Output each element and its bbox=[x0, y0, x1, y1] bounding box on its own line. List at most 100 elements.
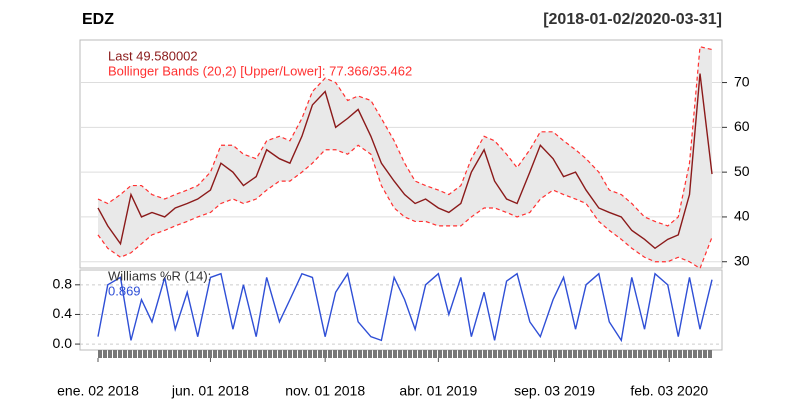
x-axis-bar-tick bbox=[568, 350, 572, 358]
x-axis-bar-tick bbox=[403, 350, 407, 358]
x-axis-bar-tick bbox=[128, 350, 132, 358]
x-axis-bar-tick bbox=[573, 350, 577, 358]
x-axis-bar-tick bbox=[193, 350, 197, 358]
x-axis-bar-tick bbox=[393, 350, 397, 358]
annotation: Last 49.580002 bbox=[108, 48, 198, 63]
x-axis-bar-tick bbox=[668, 350, 672, 358]
annotation: Williams %R (14): bbox=[108, 268, 211, 283]
x-axis-bar-tick bbox=[363, 350, 367, 358]
x-axis-bar-tick bbox=[373, 350, 377, 358]
x-axis-bar-tick bbox=[348, 350, 352, 358]
x-axis-bar-tick bbox=[358, 350, 362, 358]
y-tick-label: 0.0 bbox=[53, 335, 73, 351]
annotation: 0.869 bbox=[108, 283, 141, 298]
x-tick-label: feb. 03 2020 bbox=[630, 383, 708, 399]
x-axis-bar-tick bbox=[653, 350, 657, 358]
x-axis-bar-tick bbox=[253, 350, 257, 358]
x-axis-bar-tick bbox=[488, 350, 492, 358]
x-axis-bar-tick bbox=[308, 350, 312, 358]
x-axis-bar-tick bbox=[198, 350, 202, 358]
x-axis-bar-tick bbox=[473, 350, 477, 358]
price-panel bbox=[79, 39, 723, 269]
x-axis-bar-tick bbox=[493, 350, 497, 358]
series-line bbox=[97, 73, 713, 250]
x-axis-bar-tick bbox=[368, 350, 372, 358]
x-axis-bar-tick bbox=[383, 350, 387, 358]
x-axis-bar-tick bbox=[453, 350, 457, 358]
x-axis-bar-tick bbox=[418, 350, 422, 358]
x-axis-bar-tick bbox=[328, 350, 332, 358]
y-tick-label: 0.8 bbox=[53, 276, 73, 292]
x-tick-label: nov. 01 2018 bbox=[285, 383, 365, 399]
x-axis-bar-tick bbox=[438, 350, 442, 358]
x-axis-bar-tick bbox=[218, 350, 222, 358]
x-axis-bar-tick bbox=[613, 350, 617, 358]
x-axis-bar-tick bbox=[188, 350, 192, 358]
x-axis-bar-tick bbox=[98, 350, 102, 358]
x-axis-bar-tick bbox=[688, 350, 692, 358]
x-axis-bar-tick bbox=[658, 350, 662, 358]
x-axis-bar-tick bbox=[558, 350, 562, 358]
x-axis-bar-tick bbox=[678, 350, 682, 358]
x-axis-bar-tick bbox=[203, 350, 207, 358]
x-axis-bar-tick bbox=[513, 350, 517, 358]
x-axis-bar-tick bbox=[243, 350, 247, 358]
x-axis-bar-tick bbox=[683, 350, 687, 358]
x-axis-bar-tick bbox=[588, 350, 592, 358]
x-axis-bar-tick bbox=[293, 350, 297, 358]
x-axis-bar-tick bbox=[648, 350, 652, 358]
x-axis-bar-tick bbox=[498, 350, 502, 358]
x-axis-bar-tick bbox=[158, 350, 162, 358]
x-axis-bar-tick bbox=[168, 350, 172, 358]
x-axis-bar-tick bbox=[598, 350, 602, 358]
x-axis-bar-tick bbox=[153, 350, 157, 358]
x-axis-bar-tick bbox=[608, 350, 612, 358]
y-tick-label: 0.4 bbox=[53, 305, 73, 321]
x-axis-bar-tick bbox=[593, 350, 597, 358]
x-axis-bar-tick bbox=[428, 350, 432, 358]
x-axis-bar-tick bbox=[378, 350, 382, 358]
x-axis-bar-tick bbox=[343, 350, 347, 358]
x-axis-bar-tick bbox=[233, 350, 237, 358]
x-axis-bar-tick bbox=[123, 350, 127, 358]
x-axis-bar-tick bbox=[448, 350, 452, 358]
x-axis-bar-tick bbox=[538, 350, 542, 358]
x-axis-bar-tick bbox=[323, 350, 327, 358]
band-line bbox=[97, 45, 713, 227]
x-axis-bar-tick bbox=[228, 350, 232, 358]
x-axis-bar-tick bbox=[163, 350, 167, 358]
x-axis-bar-tick bbox=[338, 350, 342, 358]
x-axis-bar-tick bbox=[463, 350, 467, 358]
x-axis-bar-tick bbox=[533, 350, 537, 358]
chart-title: EDZ bbox=[82, 11, 114, 28]
series-line bbox=[97, 271, 713, 343]
x-axis-bar-tick bbox=[543, 350, 547, 358]
x-tick-label: ene. 02 2018 bbox=[57, 383, 139, 399]
x-axis-bar-tick bbox=[113, 350, 117, 358]
y-tick-label: 60 bbox=[734, 118, 750, 134]
x-axis-bar-tick bbox=[213, 350, 217, 358]
x-axis-bar-tick bbox=[603, 350, 607, 358]
x-axis-bar-tick bbox=[643, 350, 647, 358]
x-axis-bar-tick bbox=[578, 350, 582, 358]
x-axis-bar-tick bbox=[333, 350, 337, 358]
x-axis-bar-tick bbox=[303, 350, 307, 358]
x-axis-bar-tick bbox=[208, 350, 212, 358]
x-tick-label: sep. 03 2019 bbox=[514, 383, 595, 399]
x-axis-bar-tick bbox=[468, 350, 472, 358]
x-axis-bar-tick bbox=[398, 350, 402, 358]
y-tick-label: 70 bbox=[734, 73, 750, 89]
x-axis-bar-tick bbox=[663, 350, 667, 358]
x-axis-bar-tick bbox=[638, 350, 642, 358]
x-axis-bar-tick bbox=[183, 350, 187, 358]
y-tick-label: 30 bbox=[734, 252, 750, 268]
x-axis-bar-tick bbox=[118, 350, 122, 358]
x-axis-bar-tick bbox=[178, 350, 182, 358]
x-axis-bar-tick bbox=[628, 350, 632, 358]
x-axis-bar-tick bbox=[528, 350, 532, 358]
x-axis-bar-tick bbox=[508, 350, 512, 358]
x-tick-label: jun. 01 2018 bbox=[171, 383, 249, 399]
x-axis-bar-tick bbox=[633, 350, 637, 358]
x-axis-bar-tick bbox=[283, 350, 287, 358]
